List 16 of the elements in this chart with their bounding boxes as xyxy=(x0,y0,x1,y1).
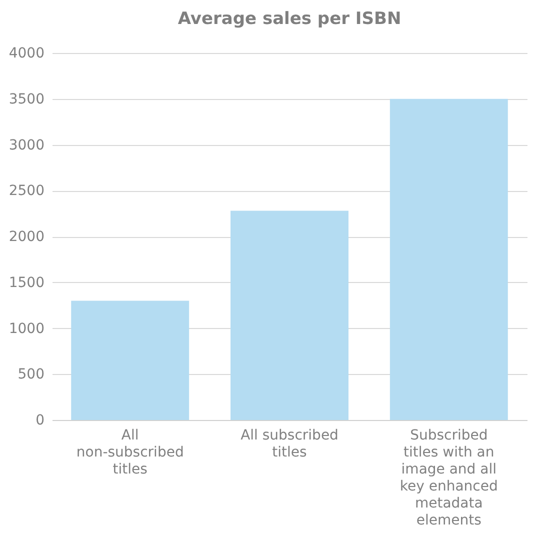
x-tick-label: All subscribed titles xyxy=(240,428,338,460)
y-tick-label: 0 xyxy=(36,412,44,428)
y-tick-label: 2000 xyxy=(8,229,44,245)
bar xyxy=(230,210,348,420)
chart-title: Average sales per ISBN xyxy=(178,9,402,29)
y-tick-label: 3000 xyxy=(8,137,44,154)
y-tick-label: 4000 xyxy=(8,46,44,62)
y-tick-label: 500 xyxy=(18,366,44,383)
x-tick-label: Subscribed titles with an image and all key enhanced metadata elements xyxy=(400,428,498,528)
y-tick-label: 3500 xyxy=(8,91,44,108)
bar xyxy=(71,300,190,420)
y-tick-label: 1500 xyxy=(8,274,44,291)
y-tick-label: 1000 xyxy=(8,320,44,337)
x-tick-label: All non-subscribed titles xyxy=(76,428,184,478)
y-tick-label: 2500 xyxy=(8,183,44,200)
bar xyxy=(390,98,508,420)
